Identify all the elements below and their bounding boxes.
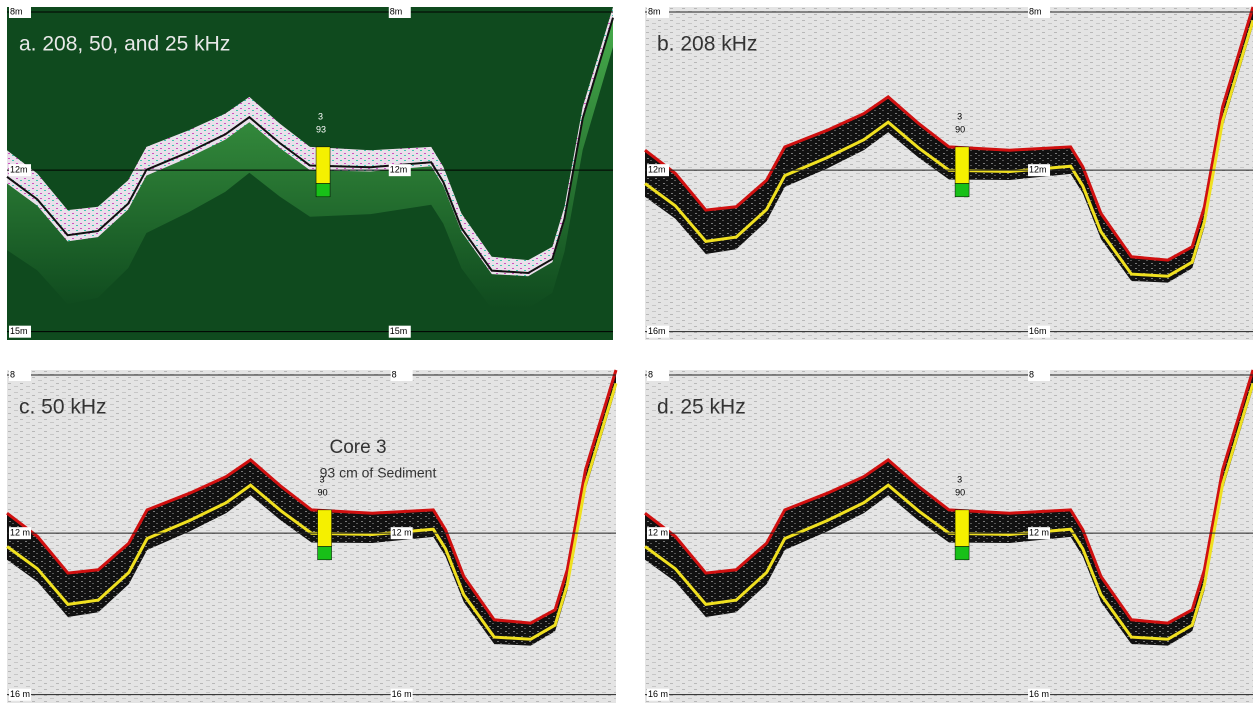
depth-label: 8m bbox=[10, 6, 23, 16]
depth-label: 12m bbox=[10, 165, 28, 175]
depth-label-bg bbox=[1028, 5, 1051, 18]
panel-label: b. 208 kHz bbox=[657, 33, 757, 56]
core-base bbox=[315, 183, 331, 198]
depth-label: 8 bbox=[392, 369, 397, 379]
depth-label-bg bbox=[647, 527, 669, 540]
depth-label: 12 m bbox=[10, 528, 30, 538]
core-base bbox=[954, 546, 970, 561]
depth-label-bg bbox=[9, 688, 31, 701]
core-number: 3 bbox=[320, 474, 325, 484]
depth-label-bg bbox=[390, 368, 413, 381]
core-depth: 90 bbox=[318, 488, 328, 498]
depth-label-bg bbox=[390, 527, 413, 540]
echogram-panel: 8 8 12 m 12 m 16 m 16 m 3 90 c. 50 kHz bbox=[6, 368, 618, 703]
depth-label: 12 m bbox=[648, 528, 668, 538]
depth-label: 16m bbox=[1029, 326, 1047, 336]
depth-label-bg bbox=[9, 325, 31, 338]
annotation-title: Core 3 bbox=[329, 437, 386, 458]
sub-bottom-line bbox=[6, 382, 618, 641]
depth-label-bg bbox=[9, 368, 31, 381]
depth-label-bg bbox=[388, 164, 411, 177]
depth-label-bg bbox=[1028, 368, 1051, 381]
depth-label: 16 m bbox=[392, 689, 412, 699]
depth-label-bg bbox=[1028, 325, 1051, 338]
depth-label-bg bbox=[390, 688, 413, 701]
sub-bottom-line bbox=[644, 382, 1253, 641]
core-bar bbox=[317, 509, 332, 547]
depth-label-bg bbox=[647, 164, 669, 177]
depth-label: 8m bbox=[1029, 6, 1042, 16]
depth-label: 15m bbox=[10, 326, 28, 336]
core-depth: 90 bbox=[955, 125, 965, 135]
echogram-panel: 8m 8m 12m 12m 15m 15m 3 93 a. 208, 50, and 25 kH… bbox=[6, 5, 614, 340]
depth-label: 12m bbox=[1029, 165, 1047, 175]
depth-label: 16m bbox=[648, 326, 666, 336]
depth-label-bg bbox=[647, 325, 669, 338]
depth-label-bg bbox=[1028, 164, 1051, 177]
panel-label: c. 50 kHz bbox=[19, 396, 107, 419]
depth-label: 15m bbox=[390, 326, 408, 336]
depth-label: 8 bbox=[648, 369, 653, 379]
core-number: 3 bbox=[957, 111, 962, 121]
depth-label-bg bbox=[388, 5, 411, 18]
sub-bottom-line bbox=[644, 19, 1253, 278]
core-number: 3 bbox=[318, 111, 323, 121]
core-base bbox=[317, 546, 332, 561]
depth-label: 8 bbox=[1029, 369, 1034, 379]
seabed-line bbox=[644, 369, 1253, 625]
depth-label-bg bbox=[1028, 527, 1051, 540]
sediment-band bbox=[7, 7, 613, 277]
core-number: 3 bbox=[957, 474, 962, 484]
depth-label-bg bbox=[647, 5, 669, 18]
panel-label: a. 208, 50, and 25 kHz bbox=[19, 33, 230, 56]
core-depth: 93 bbox=[316, 125, 326, 135]
depth-label-bg bbox=[9, 164, 31, 177]
depth-label-bg bbox=[388, 325, 411, 338]
depth-label-bg bbox=[9, 5, 31, 18]
bottom-line bbox=[6, 17, 614, 275]
depth-label: 16 m bbox=[1029, 689, 1049, 699]
core-depth: 90 bbox=[955, 488, 965, 498]
core-bar bbox=[315, 146, 331, 184]
seabed-line bbox=[6, 369, 618, 625]
depth-label-bg bbox=[9, 527, 31, 540]
core-base bbox=[954, 183, 970, 198]
depth-label-bg bbox=[647, 368, 669, 381]
echogram-panel: 8 8 12 m 12 m 16 m 16 m 3 90 d. 25 kHz bbox=[644, 368, 1253, 703]
depth-label-bg bbox=[647, 688, 669, 701]
depth-label: 16 m bbox=[10, 689, 30, 699]
depth-label: 12 m bbox=[392, 528, 412, 538]
echogram-panel: 8m 8m 12m 12m 16m 16m 3 90 b. 208 kHz bbox=[644, 5, 1253, 340]
depth-label: 16 m bbox=[648, 689, 668, 699]
depth-label-bg bbox=[1028, 688, 1051, 701]
depth-label: 12 m bbox=[1029, 528, 1049, 538]
depth-label: 8m bbox=[648, 6, 661, 16]
depth-label: 12m bbox=[648, 165, 666, 175]
sub-bottom-glow bbox=[7, 20, 613, 309]
annotation-subtitle: 93 cm of Sediment bbox=[320, 465, 437, 481]
core-bar bbox=[954, 509, 970, 547]
core-bar bbox=[954, 146, 970, 184]
depth-label: 12m bbox=[390, 165, 408, 175]
seabed-line bbox=[644, 6, 1253, 262]
panel-label: d. 25 kHz bbox=[657, 396, 746, 419]
depth-label: 8 bbox=[10, 369, 15, 379]
depth-label: 8m bbox=[390, 6, 403, 16]
